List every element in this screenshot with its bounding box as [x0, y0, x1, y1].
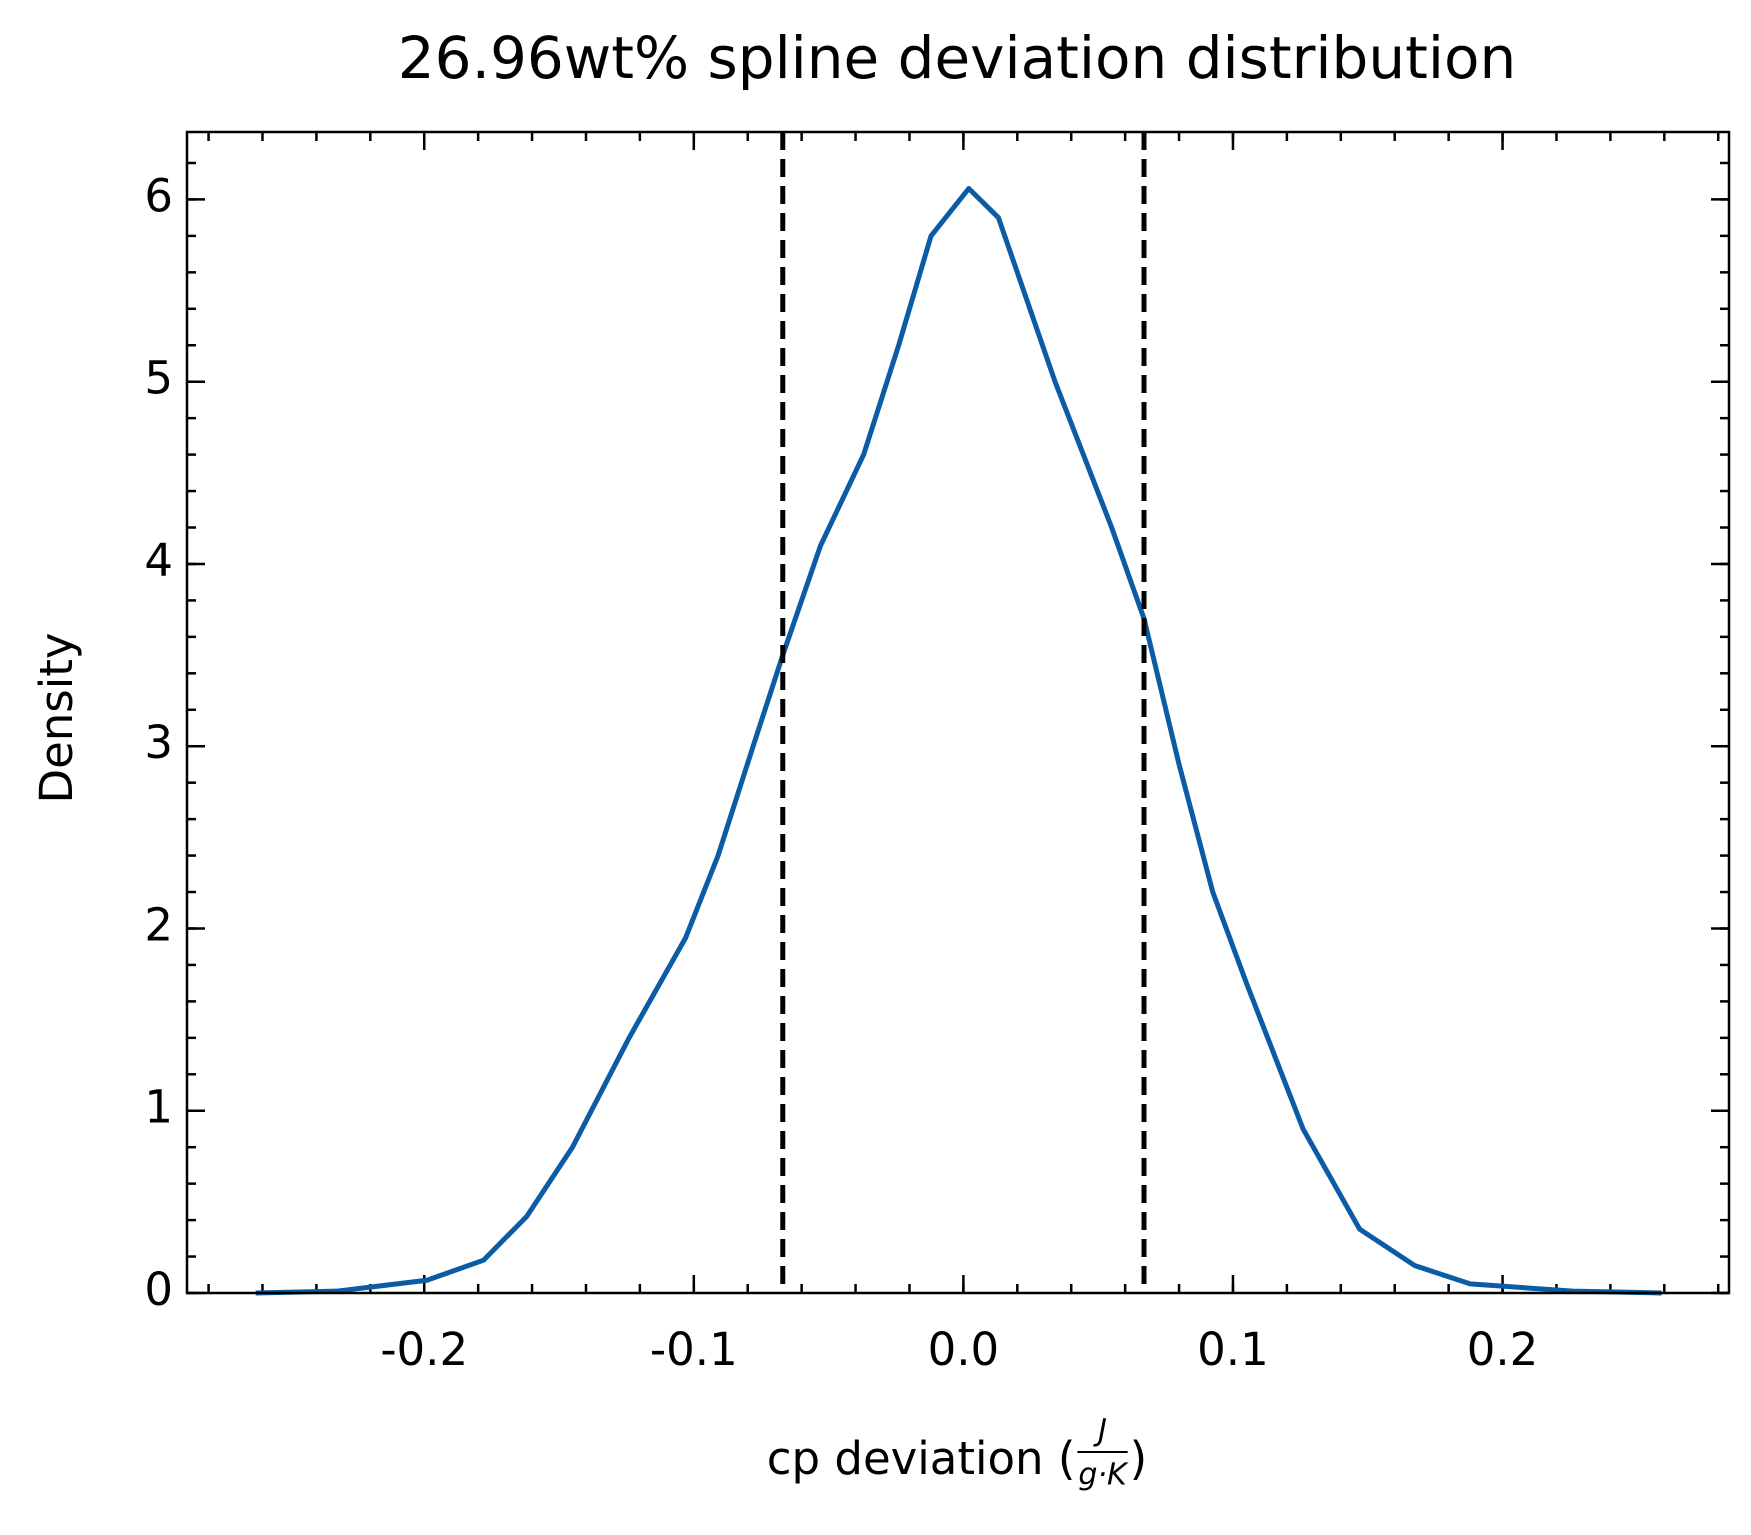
x-tick-label: 0.1 [1197, 1323, 1269, 1376]
unit-denominator: g·K [1078, 1458, 1129, 1493]
x-tick-label: 0.0 [928, 1323, 1000, 1376]
unit-numerator: J [1093, 1414, 1107, 1449]
x-tick-label: 0.2 [1467, 1323, 1539, 1376]
plot-frame [185, 130, 1731, 1295]
y-axis-label: Density [30, 632, 83, 803]
x-axis-label-text: cp deviation ( [767, 1432, 1076, 1485]
x-tick-label: -0.1 [650, 1323, 738, 1376]
y-tick-label: 5 [144, 352, 173, 405]
y-tick-label: 1 [144, 1081, 173, 1134]
y-tick-label: 6 [144, 169, 173, 222]
x-axis-label: cp deviation ( J g·K ) [767, 1414, 1147, 1493]
density-line [255, 186, 1662, 1296]
y-tick-label: 2 [144, 898, 173, 951]
y-tick-label: 3 [144, 716, 173, 769]
x-tick-label: -0.2 [380, 1323, 468, 1376]
y-tick-label: 0 [144, 1263, 173, 1316]
chart-title: 26.96wt% spline deviation distribution [398, 24, 1516, 92]
y-tick-label: 4 [144, 534, 173, 587]
x-axis-label-text: ) [1130, 1432, 1148, 1485]
